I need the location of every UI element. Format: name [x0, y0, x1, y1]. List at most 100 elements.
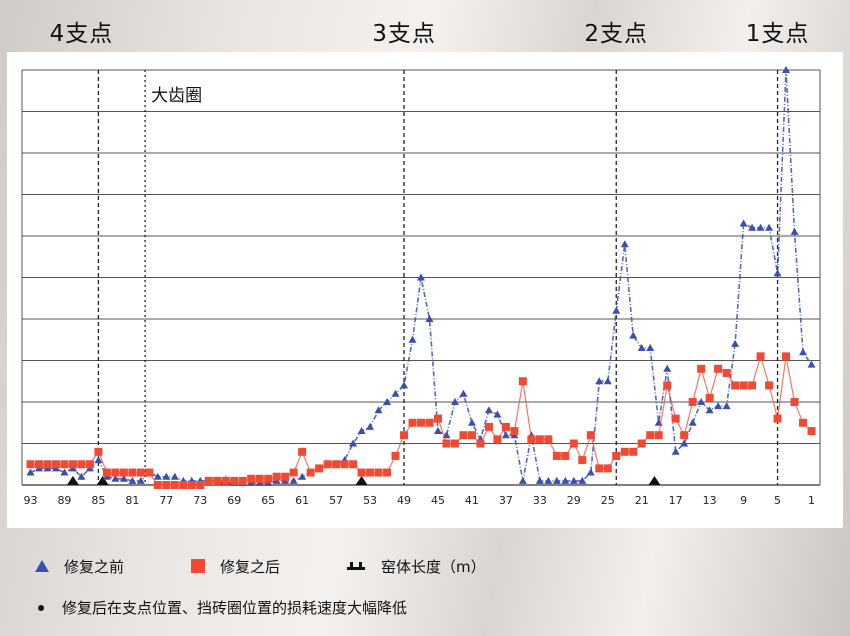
support-marker — [66, 476, 79, 485]
x-tick-label: 49 — [397, 494, 411, 507]
before-data-point — [136, 476, 145, 484]
after-data-point — [595, 464, 604, 473]
x-tick-label: 61 — [295, 494, 309, 507]
after-data-point — [323, 460, 332, 469]
x-tick-label: 37 — [499, 494, 513, 507]
before-data-point — [595, 377, 604, 385]
after-data-point — [153, 481, 162, 489]
after-data-point — [637, 439, 646, 448]
bullet-icon — [38, 604, 44, 611]
before-data-point — [484, 406, 493, 414]
after-data-point — [315, 464, 324, 473]
before-data-point — [433, 427, 442, 435]
support-label: 2支点 — [584, 21, 649, 47]
before-data-point — [748, 223, 757, 231]
before-data-point — [111, 474, 120, 482]
after-data-point — [26, 460, 35, 469]
after-data-point — [68, 460, 77, 469]
before-data-point — [790, 227, 799, 235]
x-tick-label: 93 — [23, 494, 37, 507]
after-data-point — [366, 468, 375, 477]
triangle-icon — [35, 560, 49, 572]
before-data-point — [782, 66, 791, 73]
before-data-point — [620, 240, 629, 248]
before-data-point — [680, 439, 689, 447]
before-data-point — [646, 344, 655, 352]
x-tick-label: 25 — [601, 494, 615, 507]
x-tick-label: 81 — [125, 494, 139, 507]
note-text: 修复后在支点位置、挡砖圈位置的损耗速度大幅降低 — [62, 599, 408, 617]
before-data-point — [799, 348, 808, 356]
after-data-point — [799, 418, 808, 427]
before-data-point — [162, 472, 171, 480]
after-data-point — [646, 431, 655, 440]
before-data-point — [60, 468, 69, 476]
region-label: 大齿圈 — [151, 86, 202, 106]
x-tick-label: 57 — [329, 494, 343, 507]
legend-before-label: 修复之前 — [64, 557, 125, 576]
before-data-point — [561, 476, 570, 484]
before-data-point — [349, 439, 358, 447]
after-data-point — [213, 476, 222, 485]
square-icon — [191, 559, 205, 573]
before-data-point — [535, 476, 544, 484]
legend-after: 修复之后 — [190, 554, 280, 578]
before-data-point — [298, 472, 307, 480]
before-data-point — [425, 315, 434, 322]
after-data-point — [467, 431, 476, 440]
x-tick-label: 69 — [227, 494, 241, 507]
after-data-point — [264, 474, 273, 483]
after-data-point — [773, 414, 782, 423]
before-data-point — [366, 422, 375, 430]
after-data-point — [807, 427, 816, 436]
after-data-point — [332, 460, 341, 469]
before-data-point — [722, 402, 731, 410]
before-data-point — [26, 468, 35, 476]
before-data-point — [408, 335, 417, 343]
after-data-point — [272, 472, 281, 481]
before-data-point — [756, 223, 765, 231]
x-tick-label: 89 — [57, 494, 71, 507]
after-data-point — [527, 435, 536, 444]
after-data-point — [603, 464, 612, 473]
after-data-point — [383, 468, 392, 477]
before-data-point — [569, 476, 578, 484]
support-label: 1支点 — [745, 21, 810, 47]
after-data-point — [417, 418, 425, 427]
before-data-point — [773, 269, 782, 277]
after-data-point — [782, 352, 791, 361]
after-data-point — [77, 460, 86, 469]
x-tick-label: 77 — [159, 494, 173, 507]
before-data-point — [357, 427, 366, 435]
after-data-point — [731, 381, 740, 390]
chart-plot: 93 89 85 81 77 73 69 65 61 57 53 49 45 41 37 33 29 25 21 17… — [21, 66, 821, 507]
after-data-point — [298, 447, 307, 456]
x-tick-label: 5 — [774, 494, 781, 507]
after-data-point — [680, 431, 689, 440]
before-data-point — [153, 472, 162, 480]
after-data-point — [705, 393, 714, 402]
before-data-point — [493, 410, 502, 418]
after-data-point — [663, 381, 672, 390]
after-data-point — [306, 468, 315, 477]
before-data-point — [417, 273, 425, 281]
after-data-point — [714, 364, 723, 373]
after-data-point — [510, 427, 519, 436]
after-data-point — [196, 481, 205, 489]
x-tick-label: 53 — [363, 494, 377, 507]
after-data-point — [111, 468, 120, 477]
after-data-point — [51, 460, 60, 469]
after-data-point — [281, 472, 290, 481]
before-data-point — [459, 389, 468, 397]
after-data-point — [247, 474, 256, 483]
support-marker — [648, 476, 661, 485]
before-data-point — [552, 476, 561, 484]
after-data-point — [654, 431, 663, 440]
x-tick-label: 85 — [91, 494, 105, 507]
plot-panel: 93 89 85 81 77 73 69 65 61 57 53 49 45 41 37 33 29 25 21 17… — [7, 52, 843, 528]
before-data-point — [544, 476, 553, 484]
before-data-point — [400, 381, 409, 389]
before-data-point — [629, 331, 638, 339]
after-data-point — [612, 451, 621, 460]
after-data-point — [119, 468, 128, 477]
